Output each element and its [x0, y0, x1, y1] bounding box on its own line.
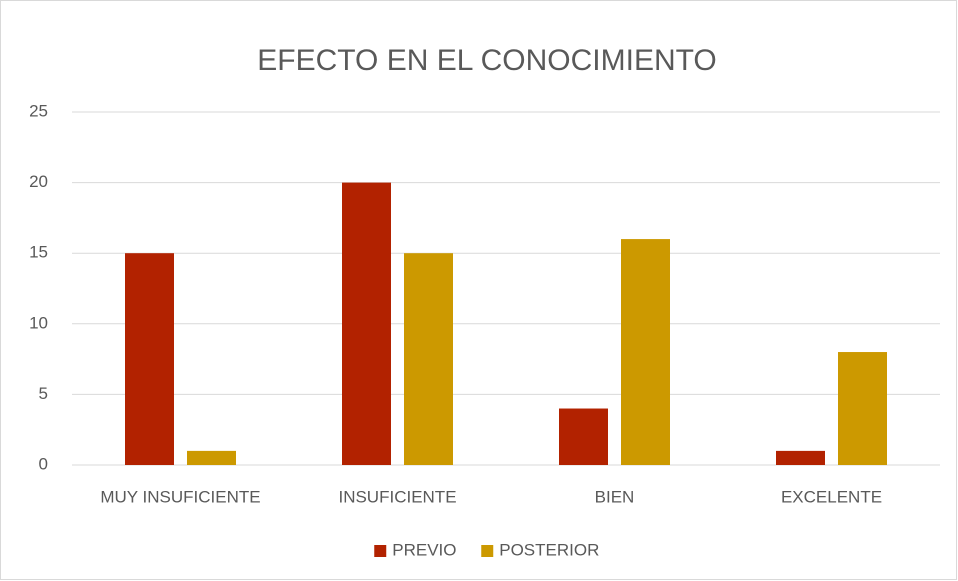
x-tick-label: BIEN — [595, 487, 635, 506]
y-tick-label: 15 — [29, 243, 48, 262]
bar — [559, 408, 608, 465]
y-tick-label: 25 — [29, 101, 48, 120]
y-tick-label: 10 — [29, 313, 48, 332]
bar — [342, 182, 391, 465]
legend-swatch — [481, 545, 494, 557]
y-tick-label: 20 — [29, 172, 48, 191]
y-tick-label: 5 — [39, 384, 48, 403]
legend-label: PREVIO — [392, 540, 456, 559]
bar — [838, 352, 887, 465]
bar — [187, 450, 236, 465]
bar — [404, 253, 453, 465]
x-tick-label: EXCELENTE — [781, 487, 882, 506]
legend-swatch — [374, 545, 387, 557]
bar — [621, 239, 670, 465]
y-tick-label: 0 — [39, 454, 48, 473]
legend-label: POSTERIOR — [499, 540, 599, 559]
x-tick-label: INSUFICIENTE — [338, 487, 456, 506]
bar — [776, 450, 825, 465]
chart-title: EFECTO EN EL CONOCIMIENTO — [257, 44, 717, 77]
bar — [125, 253, 174, 465]
x-tick-label: MUY INSUFICIENTE — [100, 487, 260, 506]
